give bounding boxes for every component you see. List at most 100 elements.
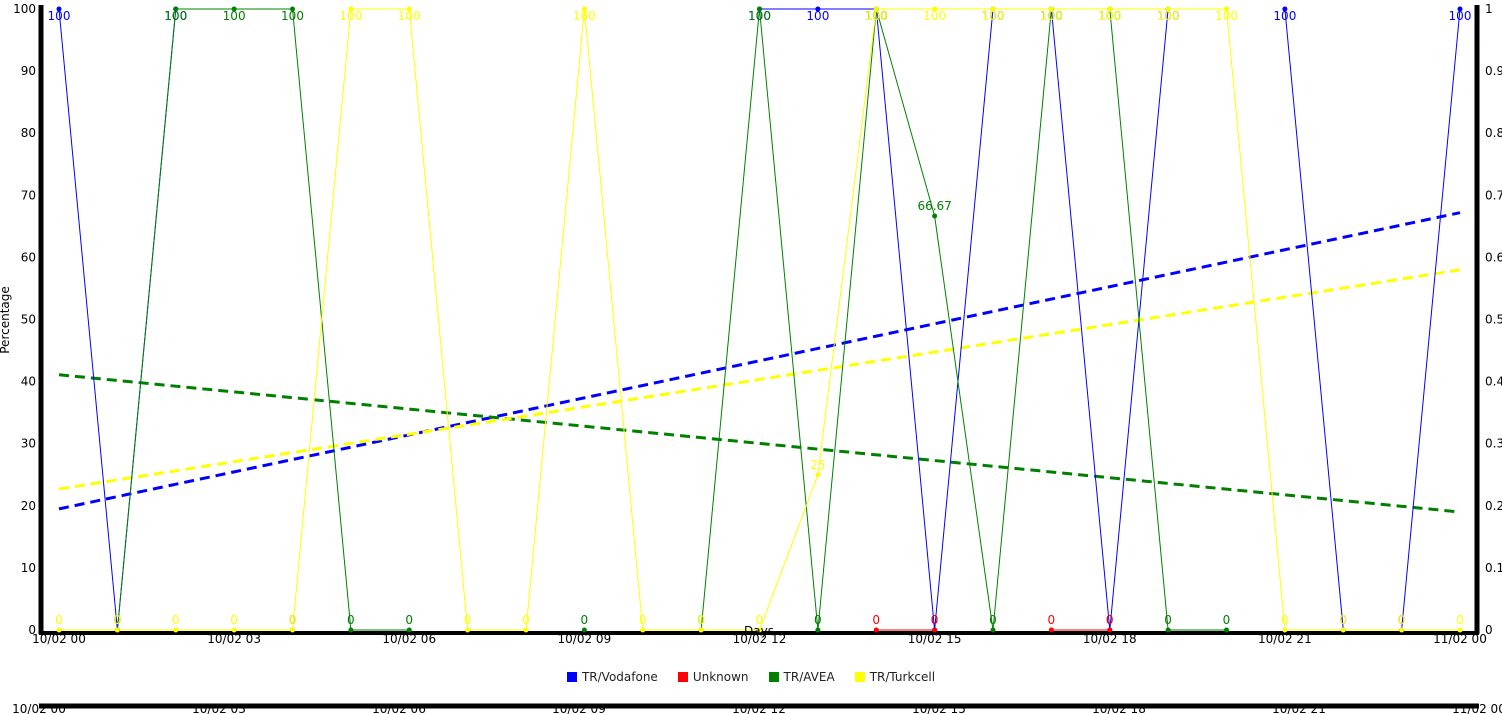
data-label-tr-vodafone: 0 [1398,613,1406,627]
y2-tick-label: 0.2 [1485,499,1502,513]
data-point-tr-avea [757,6,762,12]
series-line-tr-vodafone [58,8,177,631]
data-point-unknown [1107,627,1113,633]
data-point-tr-vodafone [1457,6,1463,12]
data-label-tr-vodafone: 100 [806,9,829,23]
data-point-tr-avea [1224,627,1229,633]
legend-label: TR/AVEA [783,670,835,684]
legend-item-tr-vodafone[interactable]: TR/Vodafone [566,670,658,684]
data-label-tr-turkcell: 100 [923,9,946,23]
y2-tick-label: 0.4 [1485,375,1502,389]
data-label-unknown: 0 [1048,613,1056,627]
data-point-tr-turkcell [1340,627,1346,633]
y-tick-label: 30 [21,437,36,451]
legend-item-tr-turkcell[interactable]: TR/Turkcell [854,670,936,684]
legend-swatch [677,672,688,682]
data-label-unknown: 0 [931,613,939,627]
data-point-tr-avea [231,6,237,12]
y-tick-label: 70 [21,188,36,202]
data-point-unknown [1048,627,1054,633]
data-label-tr-avea: 0 [581,613,589,627]
series-line-tr-vodafone [1284,8,1461,631]
x-tick-label: 10/02 18 [1083,632,1137,646]
data-point-tr-avea [932,213,938,219]
x-tick-label-bottom: 10/02 09 [552,702,606,714]
legend: TR/Vodafone Unknown TR/AVEA TR/Turkcell [0,670,1502,684]
data-label-tr-turkcell: 0 [522,613,530,627]
legend-item-tr-avea[interactable]: TR/AVEA [768,670,835,684]
y2-ticks: 0 0.1 0.2 0.3 0.4 0.5 0.6 0.7 0.8 0.9 1 [1485,2,1502,637]
y-tick-label: 80 [21,126,36,140]
data-point-tr-turkcell [698,627,704,633]
data-label-unknown: 0 [1106,613,1114,627]
data-point-tr-turkcell [757,627,762,633]
data-point-tr-turkcell [173,627,179,633]
series-lines [58,8,1461,631]
data-label-tr-turkcell: 0 [1339,613,1347,627]
data-label-tr-turkcell: 25 [810,458,825,472]
y-ticks: 0 10 20 30 40 50 60 70 80 90 100 [13,2,36,637]
data-point-tr-turkcell [1399,627,1405,633]
data-point-tr-turkcell [465,627,471,633]
legend-label: TR/Turkcell [869,670,936,684]
x-tick-label-bottom: 11/02 00 [1452,702,1502,714]
legend-label: TR/Vodafone [581,670,658,684]
legend-swatch [854,672,865,682]
data-point-tr-turkcell [815,472,821,478]
data-point-tr-avea [990,627,996,633]
data-point-tr-vodafone [56,6,62,12]
legend-item-unknown[interactable]: Unknown [677,670,749,684]
data-label-tr-turkcell: 100 [573,9,596,23]
y-tick-label: 20 [21,499,36,513]
data-label-tr-turkcell: 0 [1398,613,1406,627]
data-label-tr-avea: 66.67 [917,199,951,213]
x-tick-label-bottom: 10/02 12 [732,702,786,714]
data-label-tr-avea: 0 [989,613,997,627]
data-point-unknown [932,627,938,633]
x-ticks: 10/02 00 10/02 03 10/02 06 10/02 09 10/02 12… [32,632,1487,646]
data-label-tr-avea: 100 [1040,9,1063,23]
data-point-tr-turkcell [873,6,879,12]
y2-tick-label: 0.8 [1485,126,1502,140]
data-point-tr-turkcell [290,627,295,633]
data-label-tr-turkcell: 0 [289,613,297,627]
x-tick-label-bottom: 10/02 00 [12,702,66,714]
data-point-tr-vodafone [815,6,821,12]
data-label-tr-turkcell: 100 [398,9,421,23]
data-label-tr-vodafone: 100 [48,9,71,23]
data-label-tr-vodafone: 100 [1040,9,1063,23]
data-label-tr-vodafone: 0 [114,613,122,627]
data-point-tr-turkcell [1457,627,1463,633]
data-label-tr-turkcell: 0 [172,613,180,627]
data-point-tr-turkcell [523,627,529,633]
data-points [56,6,1463,633]
data-label-tr-turkcell: 0 [1281,613,1289,627]
data-label-tr-avea: 0 [1164,613,1172,627]
data-point-tr-turkcell [990,6,996,12]
data-label-tr-turkcell: 100 [982,9,1005,23]
x-axis-label: Days [744,624,774,638]
data-label-tr-vodafone: 100 [865,9,888,23]
data-label-tr-turkcell: 0 [114,613,122,627]
trend-line-tr-avea [58,373,1461,514]
y2-tick-label: 0.6 [1485,250,1502,264]
data-point-tr-avea [348,627,354,633]
y-tick-label: 10 [21,561,36,575]
data-label-tr-vodafone: 100 [1449,9,1472,23]
series-line-tr-avea [116,8,410,631]
data-label-tr-turkcell: 100 [865,9,888,23]
y2-tick-label: 0.9 [1485,64,1502,78]
data-label-tr-turkcell: 0 [1456,613,1464,627]
x-tick-label-bottom: 10/02 15 [912,702,966,714]
y-tick-label: 0 [28,623,36,637]
y-tick-label: 40 [21,375,36,389]
data-label-tr-vodafone: 100 [748,9,771,23]
x-ticks-bottom: 10/02 00 10/02 03 10/02 06 10/02 09 10/02 12… [12,702,1502,714]
x-tick-label: 10/02 12 [733,632,787,646]
x-tick-label: 10/02 06 [382,632,436,646]
data-label-tr-vodafone: 0 [289,613,297,627]
data-label-tr-avea: 0 [114,613,122,627]
data-point-tr-avea [290,6,295,12]
data-label-tr-vodafone: 100 [1157,9,1180,23]
